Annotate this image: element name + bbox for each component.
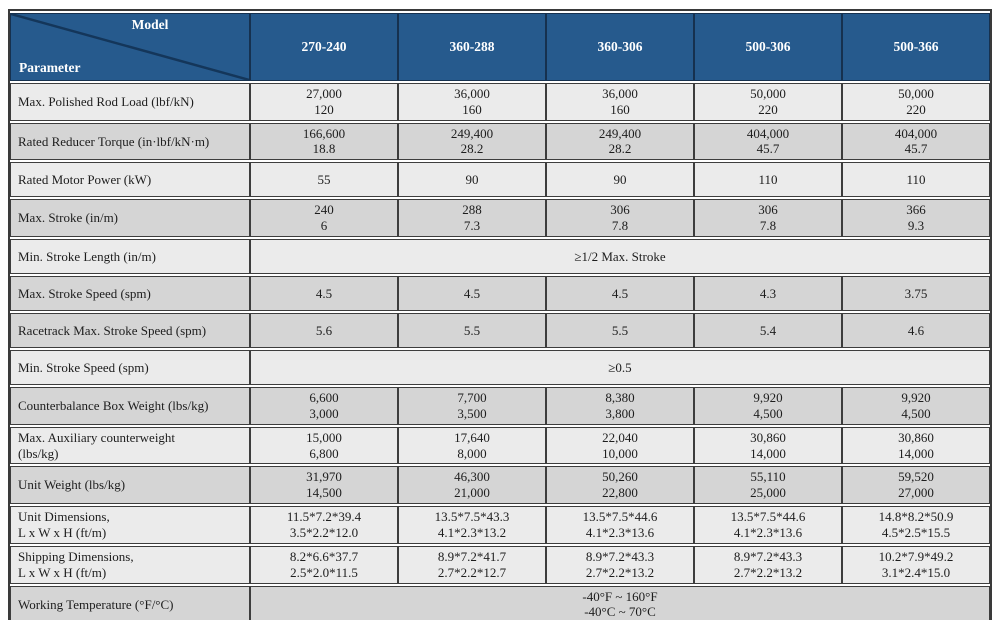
value-cell: 5.4 [694, 313, 842, 349]
model-header-label: Model [131, 17, 169, 32]
value-cell: 306 7.8 [694, 199, 842, 238]
value-cell: 50,000 220 [842, 82, 990, 121]
header-row: Model Parameter 270-240 360-288 360-306 … [10, 13, 990, 81]
value-cell: 306 7.8 [546, 199, 694, 238]
row-label: Working Temperature (°F/°C) [10, 585, 250, 620]
row-label: Rated Motor Power (kW) [10, 162, 250, 198]
value-cell: 9,920 4,500 [694, 387, 842, 425]
value-cell: 4.3 [694, 276, 842, 312]
row-label: Shipping Dimensions, L x W x H (ft/m) [10, 545, 250, 584]
value-cell: 50,000 220 [694, 82, 842, 121]
value-cell: 7,700 3,500 [398, 387, 546, 425]
spec-table-container: Model Parameter 270-240 360-288 360-306 … [8, 9, 992, 620]
value-cell: 31,970 14,500 [250, 466, 398, 505]
value-cell: 110 [694, 162, 842, 198]
value-cell: 240 6 [250, 199, 398, 238]
value-cell: 288 7.3 [398, 199, 546, 238]
model-column-header: 360-306 [546, 13, 694, 81]
span-value-cell: -40°F ~ 160°F -40°C ~ 70°C [250, 585, 990, 620]
value-cell: 3.75 [842, 276, 990, 312]
value-cell: 15,000 6,800 [250, 426, 398, 465]
row-label: Counterbalance Box Weight (lbs/kg) [10, 387, 250, 425]
value-cell: 46,300 21,000 [398, 466, 546, 505]
model-column-header: 360-288 [398, 13, 546, 81]
row-label: Max. Stroke Speed (spm) [10, 276, 250, 312]
row-label: Max. Polished Rod Load (lbf/kN) [10, 82, 250, 121]
value-cell: 4.6 [842, 313, 990, 349]
parameter-header-label: Parameter [19, 60, 81, 76]
value-cell: 30,860 14,000 [842, 426, 990, 465]
value-cell: 22,040 10,000 [546, 426, 694, 465]
value-cell: 249,400 28.2 [546, 122, 694, 161]
table-row: Max. Auxiliary counterweight (lbs/kg) 15… [10, 426, 990, 465]
row-label: Max. Auxiliary counterweight (lbs/kg) [10, 426, 250, 465]
value-cell: 9,920 4,500 [842, 387, 990, 425]
table-row: Rated Motor Power (kW) 55 90 90 110 110 [10, 162, 990, 198]
value-cell: 404,000 45.7 [842, 122, 990, 161]
span-value-cell: ≥0.5 [250, 350, 990, 386]
model-column-header: 500-306 [694, 13, 842, 81]
table-row: Max. Polished Rod Load (lbf/kN) 27,000 1… [10, 82, 990, 121]
value-cell: 90 [398, 162, 546, 198]
table-row: Counterbalance Box Weight (lbs/kg) 6,600… [10, 387, 990, 425]
value-cell: 50,260 22,800 [546, 466, 694, 505]
value-cell: 366 9.3 [842, 199, 990, 238]
pumping-unit-spec-table: Model Parameter 270-240 360-288 360-306 … [8, 9, 992, 620]
value-cell: 110 [842, 162, 990, 198]
value-cell: 8.9*7.2*43.3 2.7*2.2*13.2 [694, 545, 842, 584]
row-label: Unit Dimensions, L x W x H (ft/m) [10, 506, 250, 544]
value-cell: 8.2*6.6*37.7 2.5*2.0*11.5 [250, 545, 398, 584]
value-cell: 249,400 28.2 [398, 122, 546, 161]
model-column-header: 270-240 [250, 13, 398, 81]
table-row: Racetrack Max. Stroke Speed (spm) 5.6 5.… [10, 313, 990, 349]
value-cell: 13.5*7.5*44.6 4.1*2.3*13.6 [546, 506, 694, 544]
value-cell: 59,520 27,000 [842, 466, 990, 505]
value-cell: 6,600 3,000 [250, 387, 398, 425]
value-cell: 10.2*7.9*49.2 3.1*2.4*15.0 [842, 545, 990, 584]
value-cell: 166,600 18.8 [250, 122, 398, 161]
model-column-header: 500-366 [842, 13, 990, 81]
value-cell: 8.9*7.2*43.3 2.7*2.2*13.2 [546, 545, 694, 584]
row-label: Min. Stroke Length (in/m) [10, 239, 250, 275]
row-label: Racetrack Max. Stroke Speed (spm) [10, 313, 250, 349]
table-row: Working Temperature (°F/°C) -40°F ~ 160°… [10, 585, 990, 620]
value-cell: 4.5 [546, 276, 694, 312]
table-row: Min. Stroke Speed (spm) ≥0.5 [10, 350, 990, 386]
table-row: Max. Stroke (in/m) 240 6 288 7.3 306 7.8… [10, 199, 990, 238]
value-cell: 27,000 120 [250, 82, 398, 121]
row-label: Min. Stroke Speed (spm) [10, 350, 250, 386]
value-cell: 4.5 [250, 276, 398, 312]
diagonal-line [11, 14, 249, 80]
value-cell: 14.8*8.2*50.9 4.5*2.5*15.5 [842, 506, 990, 544]
row-label: Unit Weight (lbs/kg) [10, 466, 250, 505]
table-row: Rated Reducer Torque (in·lbf/kN·m) 166,6… [10, 122, 990, 161]
diagonal-header-cell: Model Parameter [10, 13, 250, 81]
span-value-cell: ≥1/2 Max. Stroke [250, 239, 990, 275]
table-row: Unit Weight (lbs/kg) 31,970 14,500 46,30… [10, 466, 990, 505]
row-label: Rated Reducer Torque (in·lbf/kN·m) [10, 122, 250, 161]
value-cell: 5.5 [398, 313, 546, 349]
value-cell: 17,640 8,000 [398, 426, 546, 465]
table-row: Shipping Dimensions, L x W x H (ft/m) 8.… [10, 545, 990, 584]
value-cell: 30,860 14,000 [694, 426, 842, 465]
value-cell: 8.9*7.2*41.7 2.7*2.2*12.7 [398, 545, 546, 584]
value-cell: 55,110 25,000 [694, 466, 842, 505]
value-cell: 36,000 160 [398, 82, 546, 121]
value-cell: 55 [250, 162, 398, 198]
row-label: Max. Stroke (in/m) [10, 199, 250, 238]
value-cell: 404,000 45.7 [694, 122, 842, 161]
value-cell: 90 [546, 162, 694, 198]
table-row: Unit Dimensions, L x W x H (ft/m) 11.5*7… [10, 506, 990, 544]
value-cell: 13.5*7.5*43.3 4.1*2.3*13.2 [398, 506, 546, 544]
value-cell: 13.5*7.5*44.6 4.1*2.3*13.6 [694, 506, 842, 544]
table-row: Min. Stroke Length (in/m) ≥1/2 Max. Stro… [10, 239, 990, 275]
value-cell: 36,000 160 [546, 82, 694, 121]
value-cell: 5.5 [546, 313, 694, 349]
value-cell: 11.5*7.2*39.4 3.5*2.2*12.0 [250, 506, 398, 544]
table-row: Max. Stroke Speed (spm) 4.5 4.5 4.5 4.3 … [10, 276, 990, 312]
value-cell: 8,380 3,800 [546, 387, 694, 425]
value-cell: 4.5 [398, 276, 546, 312]
value-cell: 5.6 [250, 313, 398, 349]
